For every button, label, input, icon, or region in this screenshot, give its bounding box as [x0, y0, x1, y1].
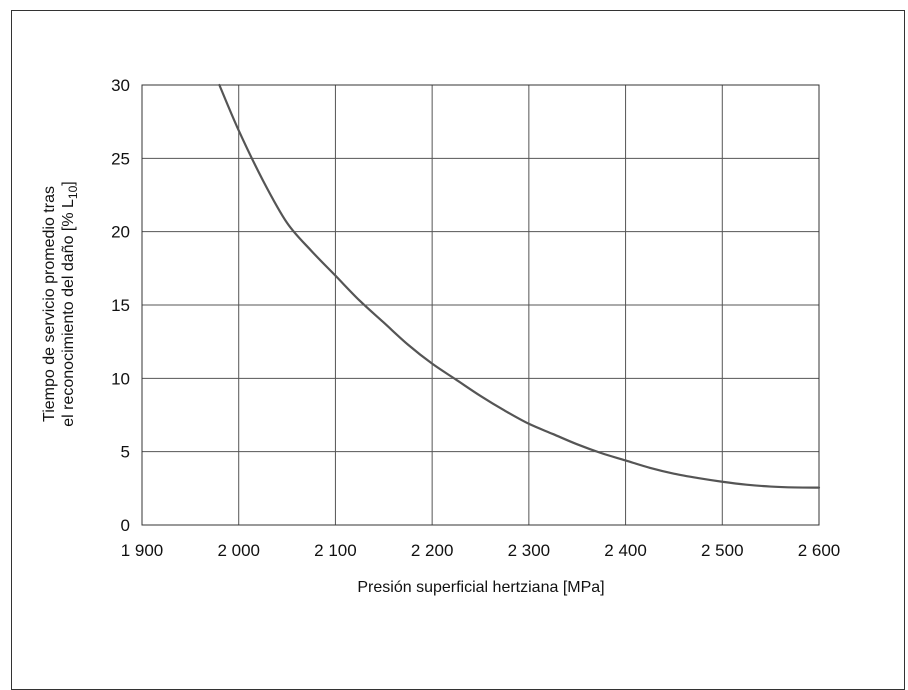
y-tick-label-2: 10 — [111, 369, 130, 388]
x-tick-label-1: 2 000 — [217, 541, 260, 560]
y-axis-title-bracket: ] — [60, 181, 77, 185]
x-tick-label-4: 2 300 — [508, 541, 551, 560]
x-tick-label-0: 1 900 — [121, 541, 164, 560]
x-axis-title: Presión superficial hertziana [MPa] — [357, 579, 604, 596]
x-tick-label-6: 2 500 — [701, 541, 744, 560]
y-tick-label-0: 0 — [121, 516, 130, 535]
y-axis-title-line2: el reconocimiento del daño [% L10] — [60, 181, 80, 427]
x-tick-label-2: 2 100 — [314, 541, 357, 560]
y-tick-label-5: 25 — [111, 149, 130, 168]
x-tick-label-5: 2 400 — [604, 541, 647, 560]
x-tick-label-3: 2 200 — [411, 541, 454, 560]
y-axis-title-subscript: 10 — [66, 185, 80, 199]
x-tick-label-7: 2 600 — [798, 541, 841, 560]
y-tick-label-3: 15 — [111, 296, 130, 315]
y-axis-title-line1: Tiempo de servicio promedio tras — [41, 186, 58, 422]
y-tick-label-6: 30 — [111, 76, 130, 95]
y-tick-label-4: 20 — [111, 223, 130, 242]
x-tick-labels: 1 900 2 000 2 100 2 200 2 300 2 400 2 500 2 600 — [121, 541, 841, 560]
y-axis-title-text: el reconocimiento del daño [% L — [60, 199, 77, 427]
y-tick-labels: 0 5 10 15 20 25 30 — [111, 76, 130, 535]
plot-area-border — [141, 84, 820, 526]
grid — [141, 84, 820, 526]
series-line — [218, 83, 821, 489]
y-tick-label-1: 5 — [121, 443, 130, 462]
